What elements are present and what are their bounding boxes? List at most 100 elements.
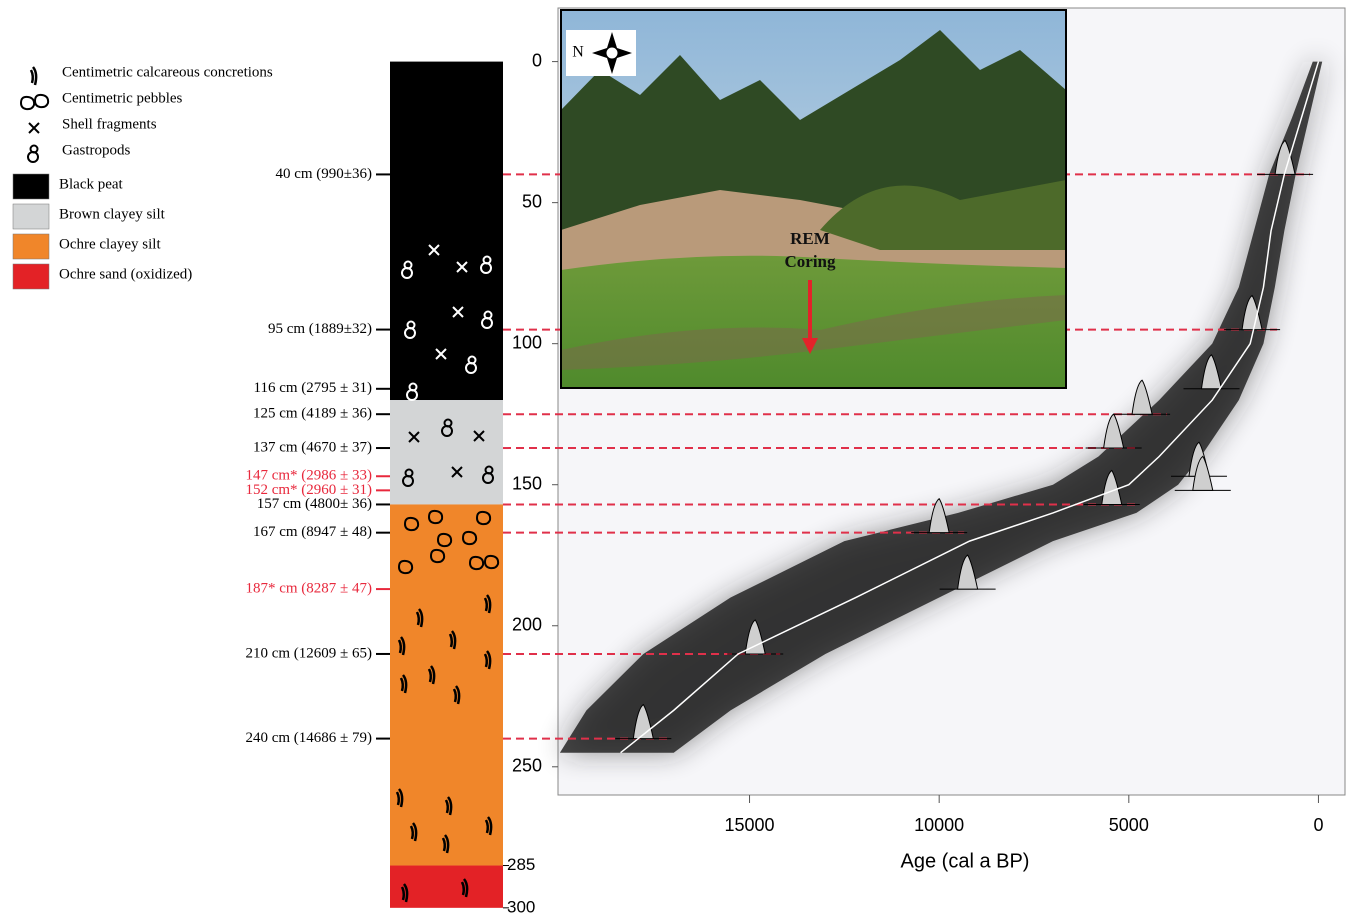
concretion-icon xyxy=(399,674,408,694)
legend-label: Ochre sand (oxidized) xyxy=(59,266,192,282)
pebble-icon xyxy=(397,559,414,575)
x-axis-title: Age (cal a BP) xyxy=(901,850,1030,872)
concretion-icon xyxy=(444,796,453,816)
date-label: 157 cm (4800± 36) xyxy=(257,496,372,512)
pebble-icon xyxy=(403,516,420,532)
shell-fragment-icon xyxy=(456,261,468,273)
y-tick-label: 100 xyxy=(512,332,542,352)
date-label: 125 cm (4189 ± 36) xyxy=(253,406,372,422)
calibrated-distribution xyxy=(1131,379,1153,415)
pebble-icon xyxy=(436,532,453,548)
concretion-icon xyxy=(483,594,492,614)
date-label: 187* cm (8287 ± 47) xyxy=(245,581,372,597)
column-layer xyxy=(390,400,503,505)
gastropod-icon xyxy=(401,267,413,279)
photo-label: Coring xyxy=(785,252,837,271)
legend-label: Shell fragments xyxy=(62,116,157,132)
calibrated-distribution xyxy=(1101,469,1123,505)
shell-fragment-icon xyxy=(451,466,463,478)
shell-fragment-icon xyxy=(473,430,485,442)
legend-label: Black peat xyxy=(59,176,124,192)
shell-fragment-icon xyxy=(435,348,447,360)
concretion-icon xyxy=(441,834,450,854)
date-label: 147 cm* (2986 ± 33) xyxy=(245,468,372,484)
calibrated-distribution xyxy=(1200,354,1223,390)
date-label: 167 cm (8947 ± 48) xyxy=(253,524,372,540)
concretion-icon xyxy=(409,822,418,842)
date-label: 152 cm* (2960 ± 31) xyxy=(245,482,372,498)
concretion-icon xyxy=(427,665,436,685)
concretion-icon xyxy=(395,788,404,808)
pebble-icon xyxy=(461,530,478,546)
pebble-icon xyxy=(468,555,485,571)
column-tick-label: 300 xyxy=(507,897,535,916)
pebble-icon xyxy=(427,509,444,525)
calibrated-distribution xyxy=(928,497,950,534)
concretion-icon xyxy=(400,883,409,903)
shell-fragment-icon xyxy=(28,122,40,134)
gastropod-icon xyxy=(480,262,492,274)
concretion-icon xyxy=(448,630,457,650)
concretion-icon xyxy=(415,608,424,628)
age-depth-plot: 40 cm (990±36) 95 cm (1889±32) 116 cm (279… xyxy=(245,50,1323,872)
legend: Centimetric calcareous concretions Centim… xyxy=(12,64,273,290)
model-envelope xyxy=(559,61,1323,753)
age-depth-model xyxy=(620,61,1320,754)
date-label: 40 cm (990±36) xyxy=(275,166,372,182)
y-tick-label: 50 xyxy=(522,191,542,211)
legend-swatch xyxy=(12,233,50,260)
stratigraphic-column: 285 300 xyxy=(390,61,535,916)
compass-north: N xyxy=(572,44,584,61)
concretion-icon xyxy=(483,650,492,670)
calibrated-distribution xyxy=(957,554,979,590)
calibrated-distribution xyxy=(1192,455,1214,491)
column-tick-label: 285 xyxy=(507,855,535,874)
gastropod-icon xyxy=(465,362,477,374)
pebble-icon xyxy=(429,548,446,564)
coring-arrow-head xyxy=(802,338,818,354)
compass-center xyxy=(605,46,619,60)
y-tick-label: 0 xyxy=(532,50,542,70)
calibrated-distribution xyxy=(1274,139,1296,175)
shell-fragment-icon xyxy=(408,431,420,443)
calibrated-distribution xyxy=(744,619,766,655)
legend-swatch xyxy=(12,203,50,230)
shell-fragment-icon xyxy=(428,244,440,256)
photo-pond xyxy=(561,295,1066,370)
gastropod-icon xyxy=(406,389,418,401)
pebble-icon xyxy=(19,95,36,111)
concretion-icon xyxy=(452,685,461,705)
pebble-icon xyxy=(483,554,500,570)
date-label: 116 cm (2795 ± 31) xyxy=(254,380,373,396)
legend-label: Centimetric calcareous concretions xyxy=(62,64,273,80)
photo-frame xyxy=(560,9,1067,389)
calibrated-distribution xyxy=(1103,413,1125,449)
x-tick-label: 5000 xyxy=(1109,815,1149,835)
date-label: 240 cm (14686 ± 79) xyxy=(245,730,372,746)
legend-label: Ochre clayey silt xyxy=(59,236,161,252)
column-layer xyxy=(390,865,503,908)
concretion-icon xyxy=(460,878,469,898)
pebble-icon xyxy=(33,93,50,109)
date-label: 95 cm (1889±32) xyxy=(268,321,372,337)
y-tick-label: 200 xyxy=(512,615,542,635)
date-label: 137 cm (4670 ± 37) xyxy=(253,439,372,455)
gastropod-icon xyxy=(402,475,414,487)
gastropod-icon xyxy=(404,327,416,339)
legend-label: Gastropods xyxy=(62,142,130,158)
legend-swatch xyxy=(12,263,50,290)
gastropod-icon xyxy=(27,151,39,163)
photo-bushes xyxy=(820,180,1066,250)
date-label: 210 cm (12609 ± 65) xyxy=(245,645,372,661)
gastropod-icon xyxy=(441,425,453,437)
legend-label: Brown clayey silt xyxy=(59,206,166,222)
y-tick-label: 250 xyxy=(512,756,542,776)
pebble-icon xyxy=(475,510,492,526)
column-layer xyxy=(390,61,503,401)
photo-inset: REM Coring N xyxy=(560,9,1067,389)
gastropod-icon xyxy=(482,472,494,484)
legend-swatch xyxy=(12,173,50,200)
calibrated-distribution xyxy=(1241,294,1263,331)
